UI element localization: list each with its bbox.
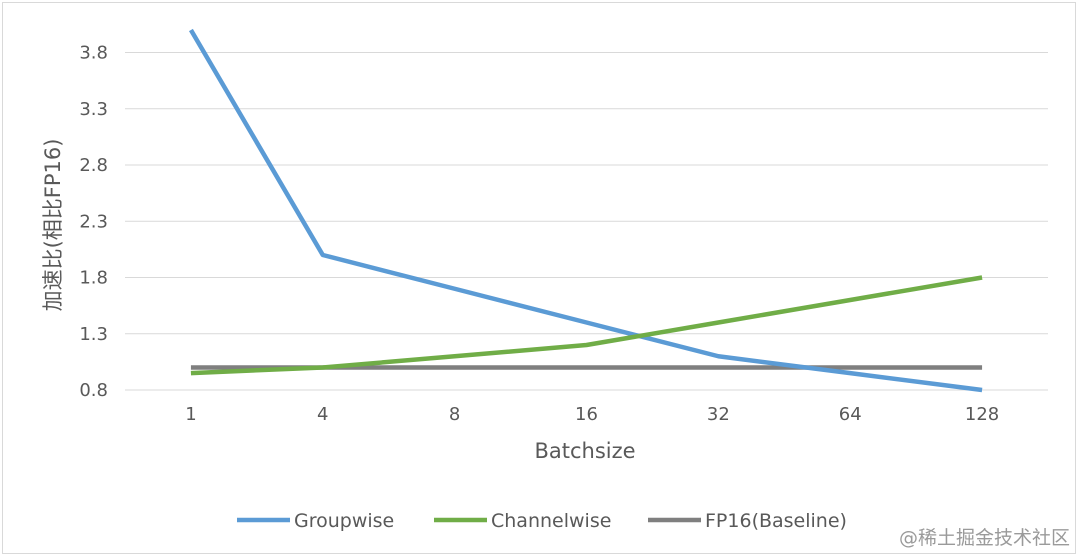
legend-label: Channelwise [491, 510, 611, 532]
x-tick-label: 4 [317, 404, 328, 425]
x-tick-label: 16 [575, 404, 598, 425]
x-tick-labels: 1 4 8 16 32 64 128 [185, 404, 999, 425]
y-tick-labels: 0.8 1.3 1.8 2.3 2.8 3.3 3.8 [79, 43, 108, 402]
x-tick-label: 32 [707, 404, 730, 425]
series-lines [188, 28, 983, 393]
y-tick-label: 2.3 [79, 211, 108, 232]
x-tick-label: 1 [185, 404, 196, 425]
x-tick-label: 64 [839, 404, 862, 425]
y-tick-label: 0.8 [79, 380, 108, 401]
y-tick-label: 3.3 [79, 99, 108, 120]
x-axis-title: Batchsize [534, 439, 635, 463]
x-tick-label: 128 [965, 404, 999, 425]
legend-label: FP16(Baseline) [705, 510, 847, 532]
y-tick-label: 1.3 [79, 324, 108, 345]
series-line-groupwise [188, 28, 983, 393]
x-tick-label: 8 [449, 404, 460, 425]
y-tick-label: 2.8 [79, 155, 108, 176]
legend: Groupwise Channelwise FP16(Baseline) [237, 510, 847, 532]
series-line-channelwise [190, 275, 983, 376]
y-tick-label: 1.8 [79, 268, 108, 289]
gridlines [125, 52, 1048, 391]
y-tick-label: 3.8 [79, 43, 108, 64]
legend-label: Groupwise [294, 510, 394, 532]
watermark: @稀土掘金技术社区 [898, 527, 1070, 549]
y-axis-title: 加速比(相比FP16) [41, 139, 65, 312]
